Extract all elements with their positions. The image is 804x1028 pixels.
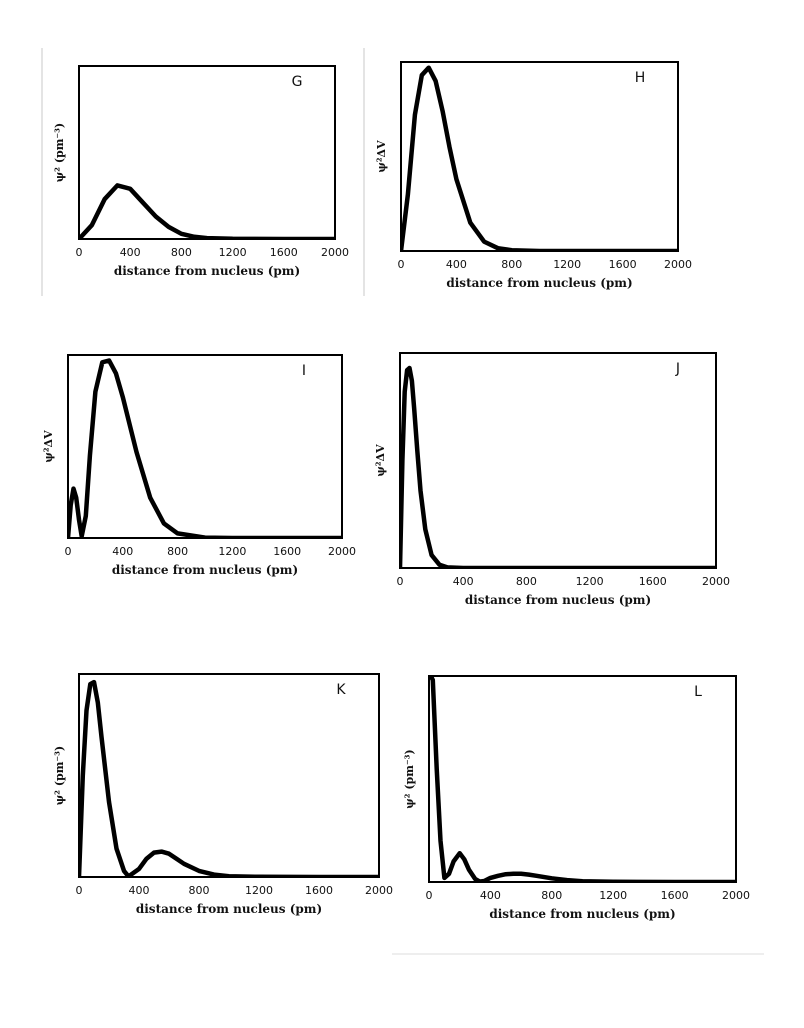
panel-h-xlabel: distance from nucleus (pm)	[446, 276, 632, 290]
panel-i-label: I	[302, 363, 306, 379]
panel-k-tick-800: 800	[189, 884, 210, 897]
panel-l-tick-400: 400	[480, 889, 501, 902]
panel-h-tick-400: 400	[446, 258, 467, 271]
panel-l-ylabel: ψ² (pm⁻³)	[403, 749, 416, 808]
panel-h-tick-2000: 2000	[664, 258, 692, 271]
panel-h-tick-1600: 1600	[609, 258, 637, 271]
panel-i-frame	[67, 354, 343, 539]
panel-l-xlabel: distance from nucleus (pm)	[489, 907, 675, 921]
panel-k-tick-2000: 2000	[365, 884, 393, 897]
panel-j-tick-1200: 1200	[576, 575, 604, 588]
panel-k-ylabel: ψ² (pm⁻³)	[53, 746, 66, 805]
panel-h-ylabel: ψ²ΔV	[375, 140, 388, 173]
panel-k-tick-0: 0	[76, 884, 83, 897]
panel-k-xlabel: distance from nucleus (pm)	[136, 902, 322, 916]
panel-g-frame	[78, 65, 336, 240]
panel-h-tick-1200: 1200	[553, 258, 581, 271]
panel-j-tick-800: 800	[516, 575, 537, 588]
panel-k-tick-1600: 1600	[305, 884, 333, 897]
panel-i-tick-800: 800	[167, 545, 188, 558]
panel-l-tick-1200: 1200	[599, 889, 627, 902]
panel-h-frame	[400, 61, 679, 252]
panel-i-curve	[68, 358, 342, 538]
panel-g: 0 400 800 1200 1600 2000 distance from nucleus…	[53, 65, 349, 278]
panel-i-xlabel: distance from nucleus (pm)	[112, 563, 298, 577]
panel-k-label: K	[336, 682, 346, 698]
panel-g-tick-0: 0	[76, 246, 83, 259]
panel-h-label: H	[635, 70, 646, 86]
panel-l-label: L	[694, 684, 702, 700]
panel-i-tick-0: 0	[65, 545, 72, 558]
panel-k-tick-1200: 1200	[245, 884, 273, 897]
panel-i-tick-2000: 2000	[328, 545, 356, 558]
panel-h: 0 400 800 1200 1600 2000 distance from nucleus…	[375, 61, 692, 290]
panel-l-tick-800: 800	[541, 889, 562, 902]
panel-h-tick-0: 0	[398, 258, 405, 271]
panel-l-frame	[428, 675, 737, 883]
panel-k: 0 400 800 1200 1600 2000 distance from nucleus…	[53, 673, 393, 916]
panel-j-curve	[400, 365, 716, 568]
panel-g-tick-1600: 1600	[270, 246, 298, 259]
panel-g-tick-800: 800	[171, 246, 192, 259]
panel-g-tick-1200: 1200	[219, 246, 247, 259]
panel-i-tick-1200: 1200	[218, 545, 246, 558]
panel-j-tick-0: 0	[397, 575, 404, 588]
panel-l: 0 400 800 1200 1600 2000 distance from nucleus…	[403, 675, 750, 921]
panel-g-label: G	[292, 74, 303, 90]
panel-k-curve	[79, 679, 379, 877]
panel-h-tick-800: 800	[501, 258, 522, 271]
panel-j-frame	[399, 352, 717, 569]
panel-l-tick-1600: 1600	[661, 889, 689, 902]
panel-i: 0 400 800 1200 1600 2000 distance from nucleus…	[42, 354, 356, 577]
panel-g-curve	[79, 183, 335, 239]
panel-j-label: J	[675, 361, 680, 377]
panel-j: 0 400 800 1200 1600 2000 distance from nucleus…	[374, 352, 730, 607]
panel-g-ylabel: ψ² (pm⁻³)	[53, 123, 66, 182]
panel-h-curve	[401, 65, 678, 251]
panel-l-tick-2000: 2000	[722, 889, 750, 902]
panel-j-tick-400: 400	[453, 575, 474, 588]
panel-l-tick-0: 0	[426, 889, 433, 902]
panel-k-tick-400: 400	[129, 884, 150, 897]
panel-l-curve	[429, 676, 736, 882]
panel-i-ylabel: ψ²ΔV	[42, 430, 55, 463]
panel-g-xlabel: distance from nucleus (pm)	[114, 264, 300, 278]
panel-j-ylabel: ψ²ΔV	[374, 444, 387, 477]
panel-j-xlabel: distance from nucleus (pm)	[465, 593, 651, 607]
panel-g-tick-400: 400	[120, 246, 141, 259]
panel-k-frame	[78, 673, 380, 878]
panel-g-tick-2000: 2000	[321, 246, 349, 259]
panel-j-tick-1600: 1600	[639, 575, 667, 588]
panel-i-tick-1600: 1600	[273, 545, 301, 558]
panel-j-tick-2000: 2000	[702, 575, 730, 588]
panel-i-tick-400: 400	[112, 545, 133, 558]
